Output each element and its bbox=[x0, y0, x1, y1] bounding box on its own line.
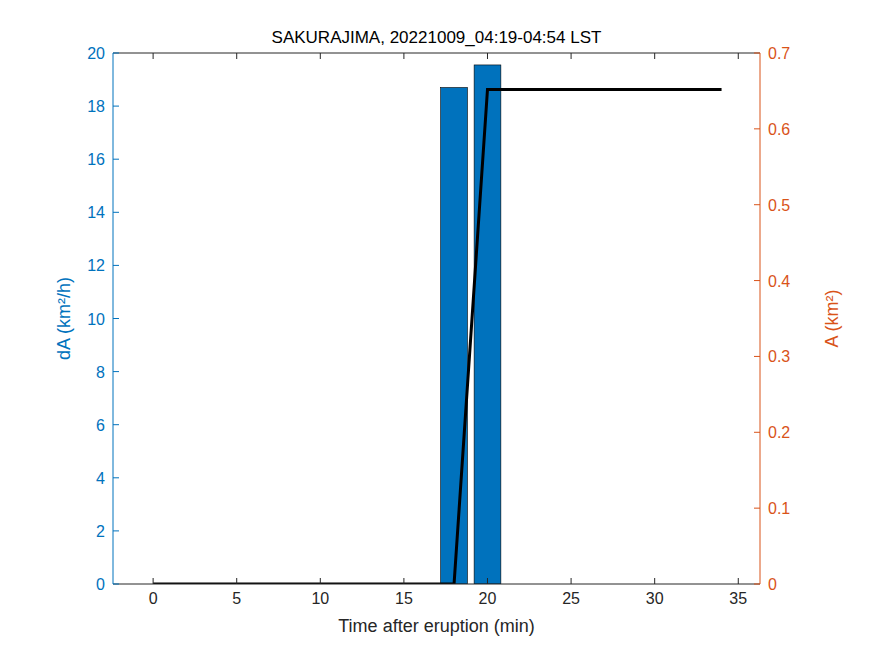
y-tick-label: 16 bbox=[87, 151, 105, 168]
y2-tick-label: 0.6 bbox=[768, 121, 790, 138]
y-tick-label: 12 bbox=[87, 257, 105, 274]
x-tick-top bbox=[153, 53, 154, 59]
x-tick bbox=[738, 578, 739, 584]
y-tick bbox=[113, 530, 119, 531]
y2-axis-label: A (km²) bbox=[822, 290, 842, 348]
y-tick bbox=[113, 318, 119, 319]
x-tick-label: 20 bbox=[479, 590, 497, 607]
y-tick bbox=[113, 477, 119, 478]
chart-svg: 0 5 10 15 20 25 30 35 0 2 4 6 8 10 12 14 16 18 20 0 0.1 0.2 0.… bbox=[0, 0, 875, 656]
y2-tick bbox=[754, 128, 760, 129]
y2-tick bbox=[754, 508, 760, 509]
x-tick bbox=[320, 578, 321, 584]
y-tick-label: 8 bbox=[96, 364, 105, 381]
x-tick-top bbox=[320, 53, 321, 59]
x-tick-label: 30 bbox=[646, 590, 664, 607]
x-axis-line bbox=[113, 584, 760, 585]
y-tick-label: 14 bbox=[87, 204, 105, 221]
x-tick-top bbox=[403, 53, 404, 59]
y2-tick-label: 0.5 bbox=[768, 197, 790, 214]
y2-tick-label: 0 bbox=[768, 576, 777, 593]
x-tick-label: 0 bbox=[149, 590, 158, 607]
y-axis-label: dA (km²/h) bbox=[54, 277, 74, 360]
x-tick-label: 15 bbox=[395, 590, 413, 607]
line bbox=[153, 89, 721, 584]
x-tick-label: 5 bbox=[232, 590, 241, 607]
y2-tick-label: 0.3 bbox=[768, 348, 790, 365]
y-tick-label: 20 bbox=[87, 45, 105, 62]
x-tick bbox=[153, 578, 154, 584]
y-tick bbox=[113, 371, 119, 372]
y-tick-label: 2 bbox=[96, 523, 105, 540]
x-axis-label: Time after eruption (min) bbox=[338, 616, 534, 636]
x-tick-top bbox=[571, 53, 572, 59]
x-tick bbox=[487, 578, 488, 584]
y2-tick-label: 0.4 bbox=[768, 273, 790, 290]
y-tick-label: 0 bbox=[96, 576, 105, 593]
y-tick-label: 10 bbox=[87, 311, 105, 328]
y-tick bbox=[113, 53, 119, 54]
y-tick bbox=[113, 212, 119, 213]
x-tick-label: 35 bbox=[729, 590, 747, 607]
y2-tick bbox=[754, 204, 760, 205]
y-tick bbox=[113, 265, 119, 266]
y2-tick-label: 0.1 bbox=[768, 500, 790, 517]
top-frame-line bbox=[113, 53, 760, 54]
y-tick-label: 6 bbox=[96, 417, 105, 434]
bar bbox=[441, 88, 468, 584]
y2-tick-label: 0.2 bbox=[768, 424, 790, 441]
y2-tick-label: 0.7 bbox=[768, 45, 790, 62]
y2-tick bbox=[754, 584, 760, 585]
y2-axis-line bbox=[760, 53, 761, 584]
x-tick-label: 25 bbox=[562, 590, 580, 607]
bar bbox=[474, 65, 501, 584]
title: SAKURAJIMA, 20221009_04:19-04:54 LST bbox=[272, 28, 602, 47]
x-tick bbox=[571, 578, 572, 584]
y2-tick bbox=[754, 356, 760, 357]
y2-tick bbox=[754, 53, 760, 54]
y2-tick bbox=[754, 280, 760, 281]
x-tick bbox=[236, 578, 237, 584]
plot-area bbox=[113, 53, 760, 584]
x-tick bbox=[654, 578, 655, 584]
x-tick-top bbox=[487, 53, 488, 59]
y2-tick bbox=[754, 432, 760, 433]
y-tick bbox=[113, 424, 119, 425]
y-tick bbox=[113, 106, 119, 107]
y-tick-label: 18 bbox=[87, 98, 105, 115]
x-tick-top bbox=[738, 53, 739, 59]
x-tick-top bbox=[654, 53, 655, 59]
marks bbox=[153, 65, 721, 584]
background bbox=[0, 0, 875, 656]
y-tick bbox=[113, 584, 119, 585]
x-tick bbox=[403, 578, 404, 584]
x-tick-label: 10 bbox=[311, 590, 329, 607]
chart-root: 0 5 10 15 20 25 30 35 0 2 4 6 8 10 12 14 16 18 20 0 0.1 0.2 0.… bbox=[0, 0, 875, 656]
y-tick-label: 4 bbox=[96, 470, 105, 487]
y-tick bbox=[113, 159, 119, 160]
x-tick-top bbox=[236, 53, 237, 59]
